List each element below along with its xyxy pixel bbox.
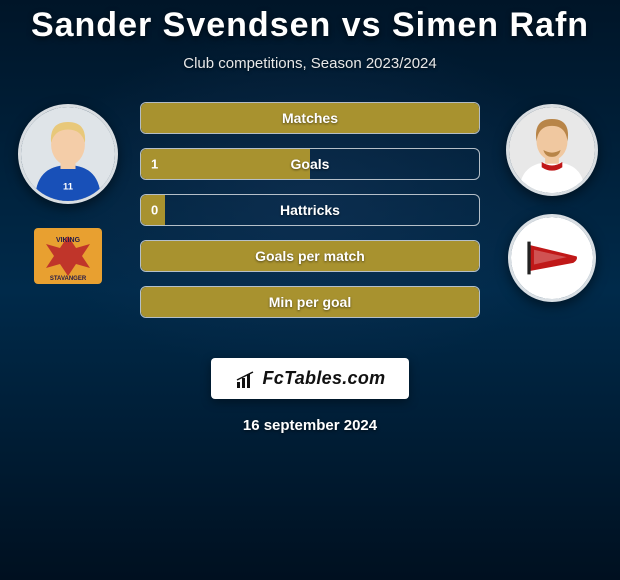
- player2-avatar: [506, 104, 598, 196]
- svg-text:STAVANGER: STAVANGER: [50, 276, 87, 282]
- svg-text:11: 11: [63, 181, 73, 192]
- player1-column: 11 VIKING STAVANGER: [8, 98, 128, 318]
- svg-text:VIKING: VIKING: [56, 237, 81, 244]
- watermark-badge: FcTables.com: [211, 358, 410, 399]
- stat-label: Goals per match: [255, 248, 365, 264]
- stat-label: Goals: [291, 156, 330, 172]
- stat-row: 1 Goals: [140, 148, 480, 180]
- stat-label: Min per goal: [269, 294, 351, 310]
- stat-value-player1: 0: [151, 203, 158, 218]
- stats-column: Matches 1 Goals 0 Hattricks Goals per match Mi…: [128, 98, 492, 318]
- subtitle: Club competitions, Season 2023/2024: [183, 55, 437, 72]
- player2-column: [492, 98, 612, 318]
- watermark-icon: [235, 370, 257, 388]
- stat-label: Matches: [282, 110, 338, 126]
- stat-row: 0 Hattricks: [140, 194, 480, 226]
- player1-portrait: 11: [21, 107, 115, 201]
- stat-value-player1: 1: [151, 157, 158, 172]
- stat-fill-left: [141, 149, 310, 179]
- stat-row: Min per goal: [140, 286, 480, 318]
- page-title: Sander Svendsen vs Simen Rafn: [31, 6, 589, 45]
- stat-row: Goals per match: [140, 240, 480, 272]
- date-label: 16 september 2024: [243, 417, 377, 434]
- comparison-content: 11 VIKING STAVANGER Matches 1 Goals 0 Hattri…: [0, 98, 620, 318]
- player2-club-badge: [508, 214, 596, 302]
- stat-row: Matches: [140, 102, 480, 134]
- player1-club-badge: VIKING STAVANGER: [28, 222, 108, 290]
- club1-logo: VIKING STAVANGER: [28, 222, 108, 290]
- club2-logo: [511, 217, 593, 299]
- player1-avatar: 11: [18, 104, 118, 204]
- player2-portrait: [509, 107, 595, 193]
- stat-label: Hattricks: [280, 202, 340, 218]
- watermark-text: FcTables.com: [263, 368, 386, 389]
